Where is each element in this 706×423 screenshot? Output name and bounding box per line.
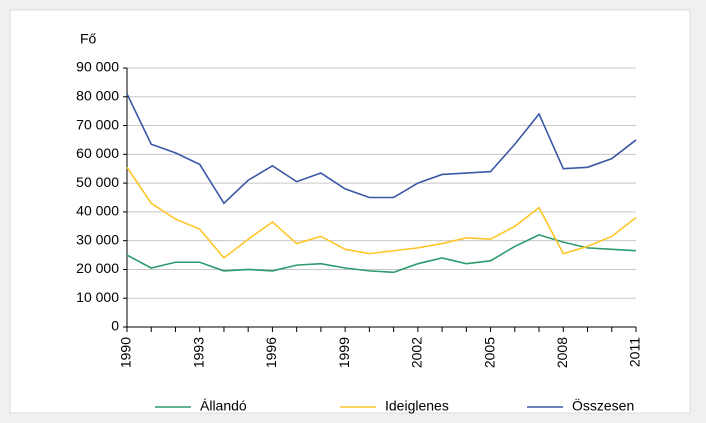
y-tick-label: 30 000 xyxy=(76,231,119,247)
y-tick-label: 0 xyxy=(111,318,119,334)
y-tick-label: 10 000 xyxy=(76,289,119,305)
legend-label: Állandó xyxy=(200,398,247,414)
series-line xyxy=(126,166,637,260)
legend-label: Ideiglenes xyxy=(385,398,449,414)
x-tick-label: 2011 xyxy=(627,337,643,367)
y-tick-label: 80 000 xyxy=(76,87,119,103)
x-tick-label: 1996 xyxy=(263,337,279,368)
y-axis-label: Fő xyxy=(80,31,97,47)
legend-label: Összesen xyxy=(572,397,634,414)
x-tick-label: 1993 xyxy=(190,337,206,368)
y-tick-label: 90 000 xyxy=(76,59,119,75)
y-tick-label: 20 000 xyxy=(76,260,119,276)
y-tick-label: 60 000 xyxy=(76,145,119,161)
x-tick-label: 2008 xyxy=(554,337,570,368)
series-line xyxy=(126,234,637,274)
x-tick-label: 2005 xyxy=(481,337,497,368)
y-tick-label: 50 000 xyxy=(76,174,119,190)
x-tick-label: 1999 xyxy=(336,337,352,368)
y-tick-label: 70 000 xyxy=(76,116,119,132)
y-tick-label: 40 000 xyxy=(76,203,119,219)
series-line xyxy=(126,93,637,205)
x-tick-label: 2002 xyxy=(409,337,425,368)
x-tick-label: 1990 xyxy=(118,337,134,368)
